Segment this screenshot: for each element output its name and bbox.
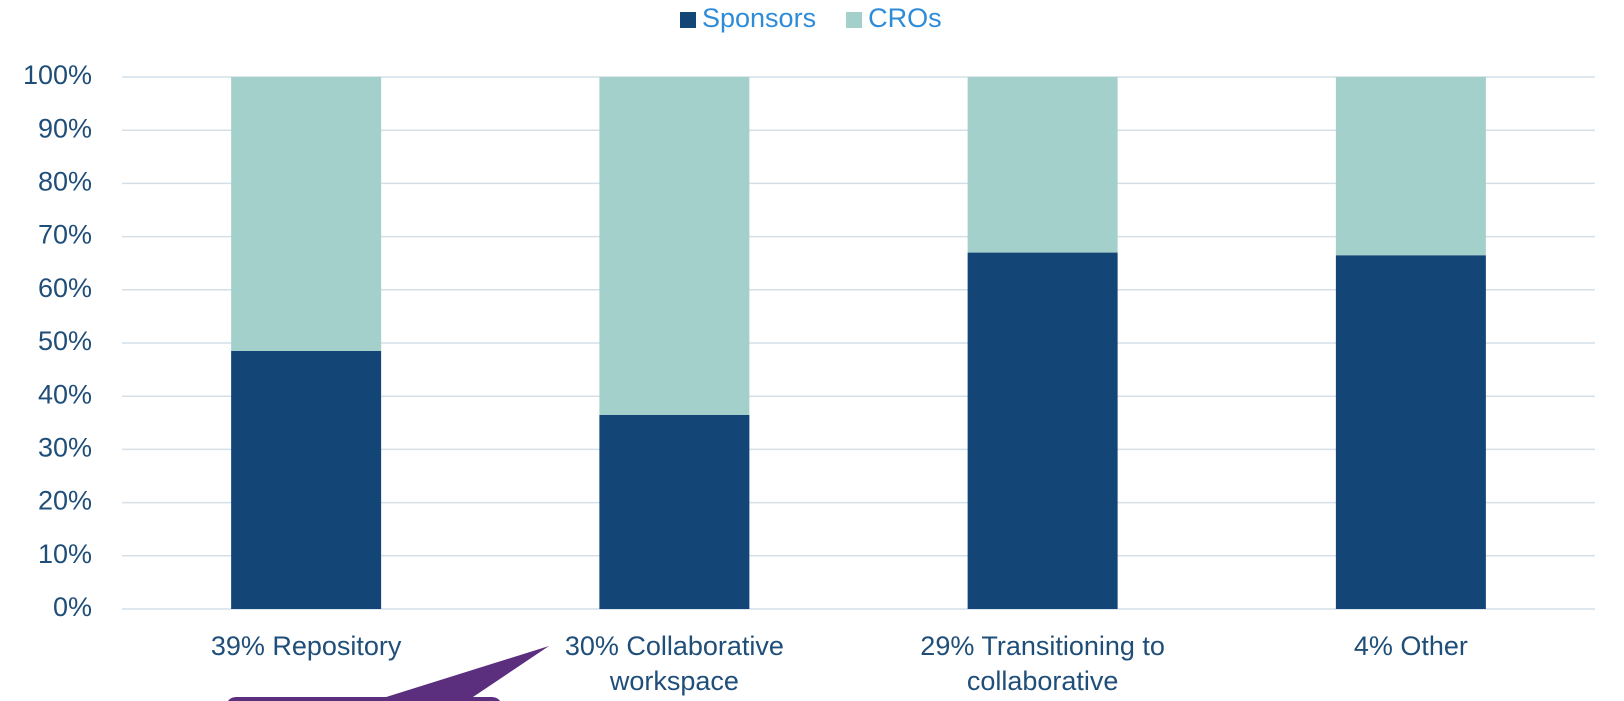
bar-segment <box>967 77 1118 253</box>
bar-segment <box>599 77 750 415</box>
callout-pointer <box>380 646 549 699</box>
bar-segment <box>599 414 750 609</box>
bar-segment <box>231 350 382 609</box>
legend-label: Sponsors <box>702 3 816 33</box>
y-tick-label: 20% <box>38 486 92 516</box>
y-tick-label: 80% <box>38 167 92 197</box>
y-tick-label: 0% <box>53 592 92 622</box>
x-tick-label: 30% Collaborative workspace <box>565 631 784 696</box>
y-tick-label: 40% <box>38 379 92 409</box>
x-tick-label: 29% Transitioning to collaborative <box>920 631 1165 696</box>
bar-segment <box>967 252 1118 609</box>
callout-box <box>228 697 500 701</box>
x-tick-label: 4% Other <box>1354 631 1468 661</box>
legend-swatch <box>846 12 863 28</box>
legend-label: CROs <box>868 3 942 33</box>
bar-segment <box>1335 77 1486 256</box>
y-tick-label: 90% <box>38 113 92 143</box>
y-tick-label: 70% <box>38 220 92 250</box>
bar-segment <box>1335 255 1486 609</box>
y-tick-label: 60% <box>38 273 92 303</box>
bar-segment <box>231 77 382 351</box>
legend-swatch <box>680 12 696 28</box>
y-tick-label: 10% <box>38 539 92 569</box>
y-tick-label: 100% <box>23 60 92 90</box>
y-tick-label: 50% <box>38 326 92 356</box>
y-tick-label: 30% <box>38 433 92 463</box>
x-tick-label: 39% Repository <box>211 631 402 661</box>
